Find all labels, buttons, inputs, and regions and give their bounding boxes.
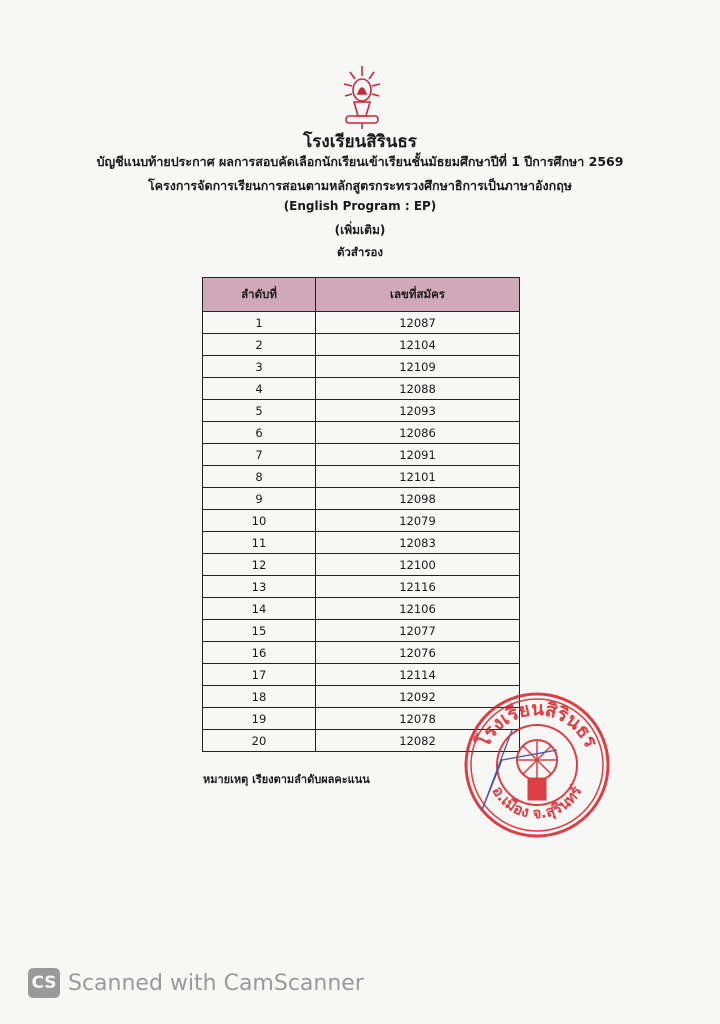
order-cell: 15 [202, 619, 316, 642]
application-number-cell: 12106 [315, 597, 520, 620]
table-row: 3 12109 [202, 355, 520, 378]
table-row: 17 12114 [202, 663, 520, 686]
application-number-cell: 12098 [315, 487, 520, 510]
table-row: 11 12083 [202, 531, 520, 554]
application-number-cell: 12077 [315, 619, 520, 642]
remark-note: หมายเหตุ เรียงตามลำดับผลคะแนน [203, 773, 370, 786]
announcement-title: บัญชีแนบท้ายประกาศ ผลการสอบคัดเลือกนักเร… [96, 154, 624, 169]
application-number-cell: 12076 [315, 641, 520, 664]
camscanner-logo-icon: CS [28, 968, 60, 998]
table-row: 2 12104 [202, 333, 520, 356]
table-row: 16 12076 [202, 641, 520, 664]
table-header-row: ลำดับที่ เลขที่สมัคร [202, 277, 520, 312]
order-cell: 7 [202, 443, 316, 466]
column-header-order: ลำดับที่ [202, 277, 316, 312]
order-cell: 16 [202, 641, 316, 664]
application-number-cell: 12101 [315, 465, 520, 488]
camscanner-watermark: CS Scanned with CamScanner [28, 968, 364, 998]
table-row: 8 12101 [202, 465, 520, 488]
order-cell: 9 [202, 487, 316, 510]
school-emblem-icon [343, 66, 381, 129]
application-number-cell: 12088 [315, 377, 520, 400]
school-name: โรงเรียนสิรินธร [303, 132, 417, 152]
table-row: 7 12091 [202, 443, 520, 466]
table-row: 18 12092 [202, 685, 520, 708]
table-row: 10 12079 [202, 509, 520, 532]
application-number-cell: 12083 [315, 531, 520, 554]
table-row: 9 12098 [202, 487, 520, 510]
order-cell: 2 [202, 333, 316, 356]
watermark-text: Scanned with CamScanner [68, 970, 364, 996]
order-cell: 18 [202, 685, 316, 708]
table-row: 6 12086 [202, 421, 520, 444]
table-row: 13 12116 [202, 575, 520, 598]
application-number-cell: 12091 [315, 443, 520, 466]
table-row: 15 12077 [202, 619, 520, 642]
order-cell: 17 [202, 663, 316, 686]
application-number-cell: 12093 [315, 399, 520, 422]
application-number-cell: 12079 [315, 509, 520, 532]
order-cell: 14 [202, 597, 316, 620]
table-row: 5 12093 [202, 399, 520, 422]
application-number-cell: 12100 [315, 553, 520, 576]
table-row: 14 12106 [202, 597, 520, 620]
order-cell: 1 [202, 311, 316, 334]
program-english: (English Program : EP) [283, 199, 437, 213]
table-row: 12 12100 [202, 553, 520, 576]
table-row: 1 12087 [202, 311, 520, 334]
table-row: 4 12088 [202, 377, 520, 400]
column-header-application-number: เลขที่สมัคร [315, 277, 520, 312]
application-number-cell: 12086 [315, 421, 520, 444]
list-type-label: ตัวสำรอง [336, 245, 384, 259]
order-cell: 20 [202, 729, 316, 752]
official-seal-stamp: โรงเรียนสิรินธร อ.เมือง จ.สุรินทร์ [464, 692, 610, 838]
order-cell: 3 [202, 355, 316, 378]
order-cell: 4 [202, 377, 316, 400]
application-number-cell: 12104 [315, 333, 520, 356]
order-cell: 10 [202, 509, 316, 532]
order-cell: 13 [202, 575, 316, 598]
application-number-cell: 12114 [315, 663, 520, 686]
additional-label: (เพิ่มเติม) [334, 223, 386, 237]
program-title: โครงการจัดการเรียนการสอนตามหลักสูตรกระทร… [147, 178, 573, 193]
reserve-list-table: ลำดับที่ เลขที่สมัคร 1 12087 2 12104 3 12109 4… [202, 277, 520, 752]
order-cell: 11 [202, 531, 316, 554]
application-number-cell: 12116 [315, 575, 520, 598]
order-cell: 19 [202, 707, 316, 730]
application-number-cell: 12109 [315, 355, 520, 378]
application-number-cell: 12087 [315, 311, 520, 334]
order-cell: 8 [202, 465, 316, 488]
order-cell: 12 [202, 553, 316, 576]
order-cell: 5 [202, 399, 316, 422]
order-cell: 6 [202, 421, 316, 444]
